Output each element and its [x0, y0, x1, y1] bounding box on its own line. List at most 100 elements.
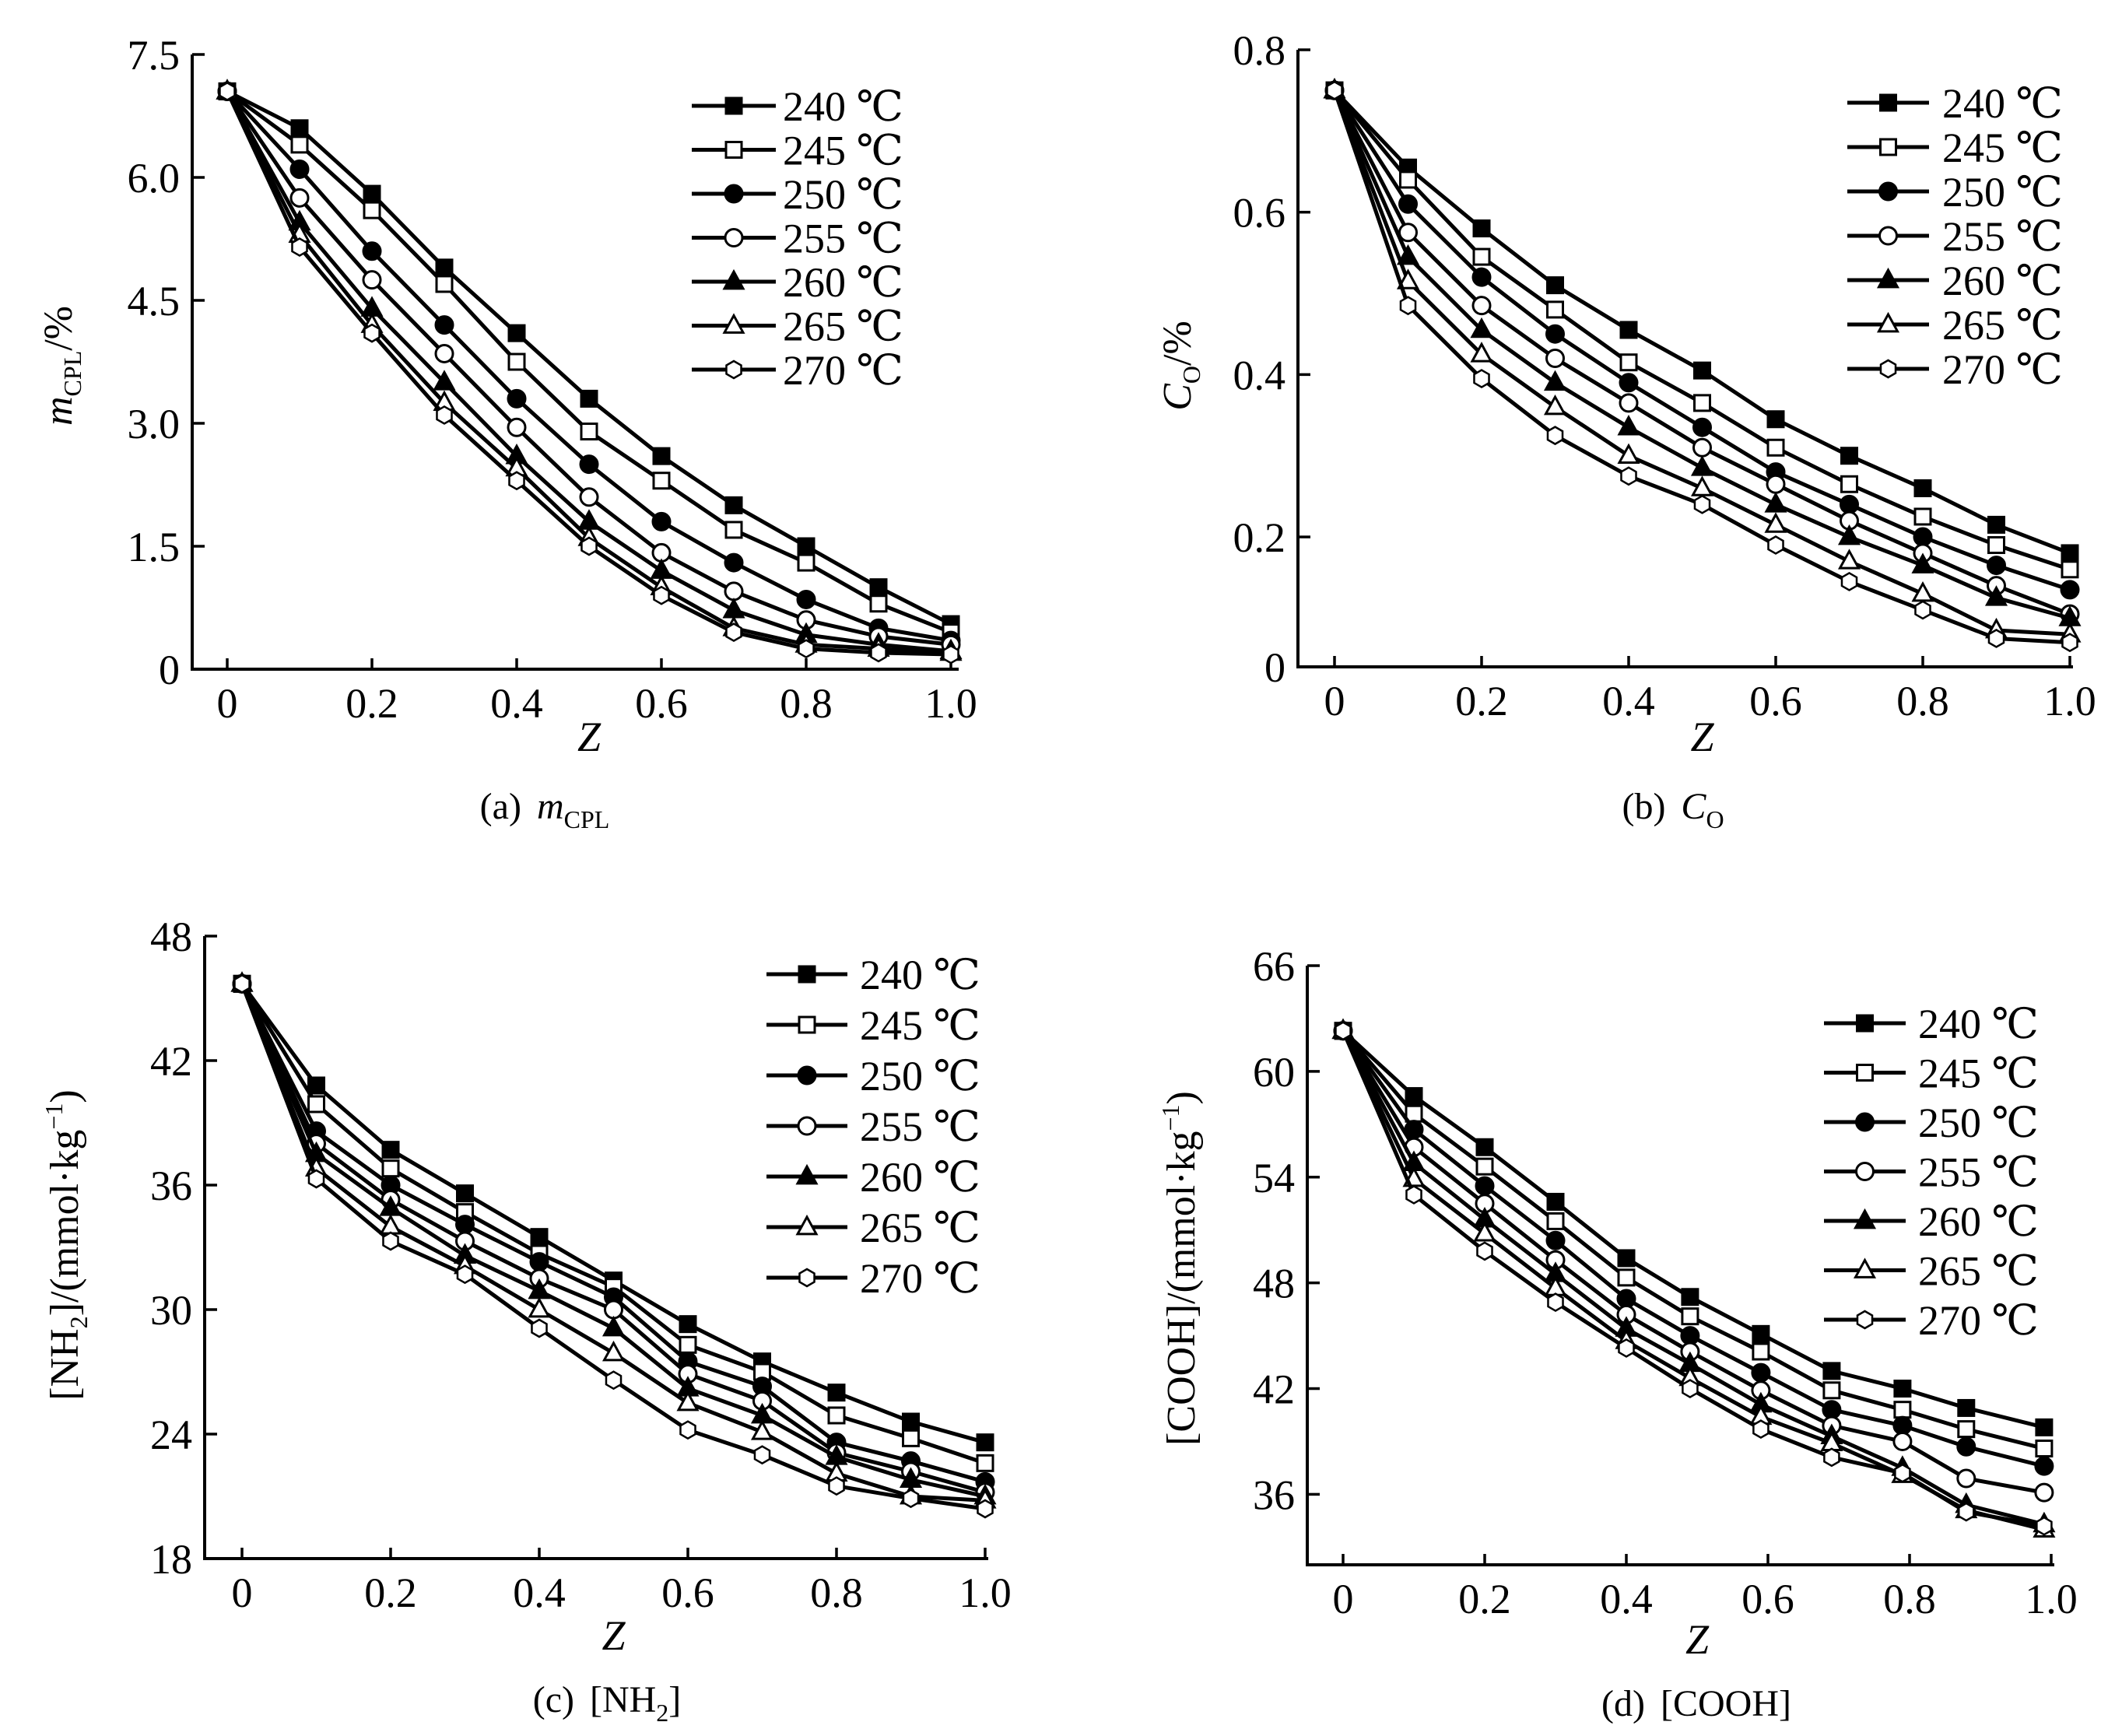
legend-marker-icon [724, 228, 744, 247]
data-point-marker [1764, 512, 1787, 533]
legend-marker-icon [1853, 1208, 1877, 1229]
data-point-marker [363, 184, 381, 203]
data-point-marker [652, 447, 671, 465]
data-point-marker [1617, 415, 1640, 436]
data-point-marker [507, 352, 526, 371]
legend-item: 240 ℃ [1824, 1001, 2039, 1047]
x-tick-label: 0.4 [1602, 678, 1655, 724]
y-tick-label: 48 [150, 914, 192, 960]
legend-marker-icon [1853, 1257, 1877, 1278]
data-point-marker [1476, 1241, 1493, 1261]
legend-marker-icon [797, 1065, 817, 1085]
data-point-marker [797, 537, 815, 556]
data-point-marker [602, 1340, 626, 1362]
y-axis-title: CO/% [1156, 321, 1205, 411]
data-point-marker [1472, 247, 1491, 266]
data-point-marker [1693, 361, 1711, 380]
data-point-marker [1475, 1157, 1494, 1176]
panel-caption-subscript: 2 [656, 1699, 668, 1727]
y-tick-label: 3.0 [128, 401, 181, 447]
legend-item: 265 ℃ [692, 303, 903, 350]
legend-item: 260 ℃ [1847, 258, 2063, 304]
data-point-marker [434, 315, 454, 335]
data-point-marker [902, 1489, 920, 1509]
data-point-marker [1913, 479, 1932, 497]
data-point-marker [651, 511, 672, 531]
data-point-marker [902, 1412, 920, 1431]
data-point-marker [507, 417, 527, 437]
legend-label: 255 ℃ [783, 216, 903, 262]
panel-caption-subscript: O [1706, 805, 1724, 833]
data-point-marker [1326, 80, 1343, 100]
x-tick-label: 0 [1324, 678, 1345, 724]
data-point-marker [1957, 1420, 1976, 1439]
x-tick-label: 1.0 [2025, 1576, 2078, 1622]
data-point-marker [1893, 1380, 1912, 1398]
data-point-marker [869, 594, 888, 613]
data-point-marker [1471, 267, 1492, 287]
data-point-marker [456, 1184, 474, 1203]
data-point-marker [363, 323, 381, 343]
data-point-marker [750, 1419, 774, 1440]
data-point-marker [1470, 317, 1493, 338]
legend-label: 240 ℃ [860, 952, 980, 998]
y-axis-title-suffix: /(mmol·kg [1159, 1131, 1204, 1303]
data-point-marker [1682, 1379, 1699, 1398]
data-point-marker [2034, 1456, 2054, 1476]
data-point-marker [307, 1095, 325, 1113]
data-point-marker [1473, 1221, 1496, 1242]
legend-marker-icon [1856, 1310, 1874, 1330]
y-tick-label: 0 [159, 647, 180, 693]
y-axis-title: [COOH]/(mmol·kg−1) [1156, 1091, 1204, 1446]
legend-item: 265 ℃ [1847, 302, 2063, 349]
legend-item: 255 ℃ [766, 1103, 980, 1150]
data-point-marker [580, 536, 598, 556]
data-point-marker [363, 201, 381, 219]
data-point-marker [1473, 369, 1490, 389]
legend-item: 260 ℃ [692, 259, 903, 306]
y-tick-label: 54 [1253, 1155, 1295, 1201]
data-point-marker [1692, 417, 1712, 437]
series-270c [219, 81, 959, 665]
data-point-marker [219, 81, 236, 101]
panel-caption-symbol: [NH [590, 1679, 656, 1720]
y-tick-label: 42 [1253, 1366, 1295, 1413]
legend-marker-icon [1879, 138, 1897, 156]
data-point-marker [1987, 629, 2005, 648]
legend-marker-icon [795, 1214, 819, 1236]
legend-item: 245 ℃ [1847, 125, 2063, 171]
data-point-marker [1956, 1436, 1976, 1457]
data-point-marker [1752, 1342, 1770, 1361]
panel-caption-prefix: (c) [533, 1679, 574, 1720]
y-axis-title-suffix: /% [1156, 321, 1200, 366]
data-point-marker [869, 578, 888, 597]
legend-marker-icon [1878, 226, 1898, 246]
y-tick-label: 7.5 [128, 32, 181, 79]
data-point-marker [530, 1228, 549, 1247]
legend-item: 260 ℃ [1824, 1198, 2039, 1245]
data-point-marker [507, 388, 527, 409]
x-tick-label: 0.2 [345, 680, 398, 727]
data-point-marker [434, 343, 454, 363]
legend-label: 240 ℃ [783, 83, 903, 130]
legend-marker-icon [1855, 1112, 1875, 1132]
panel-caption-prefix: (b) [1622, 786, 1665, 827]
data-point-marker [1619, 321, 1638, 339]
series-group [1323, 78, 2082, 653]
legend-item: 250 ℃ [1824, 1099, 2039, 1146]
data-point-marker [1840, 571, 1858, 591]
data-point-marker [1751, 1362, 1771, 1383]
data-point-marker [1837, 549, 1861, 570]
y-tick-label: 36 [150, 1163, 192, 1209]
data-point-marker [1911, 552, 1934, 573]
y-axis-title-end: ) [43, 1089, 87, 1103]
y-tick-label: 6.0 [128, 155, 181, 202]
data-point-marker [1619, 353, 1638, 372]
data-point-marker [2060, 580, 2080, 600]
data-point-marker [724, 521, 743, 539]
y-axis-title-subscript: O [1177, 366, 1205, 384]
data-point-marker [828, 1476, 845, 1496]
panel-caption: (c) [NH2] [533, 1679, 682, 1727]
data-point-marker [1547, 1292, 1564, 1313]
